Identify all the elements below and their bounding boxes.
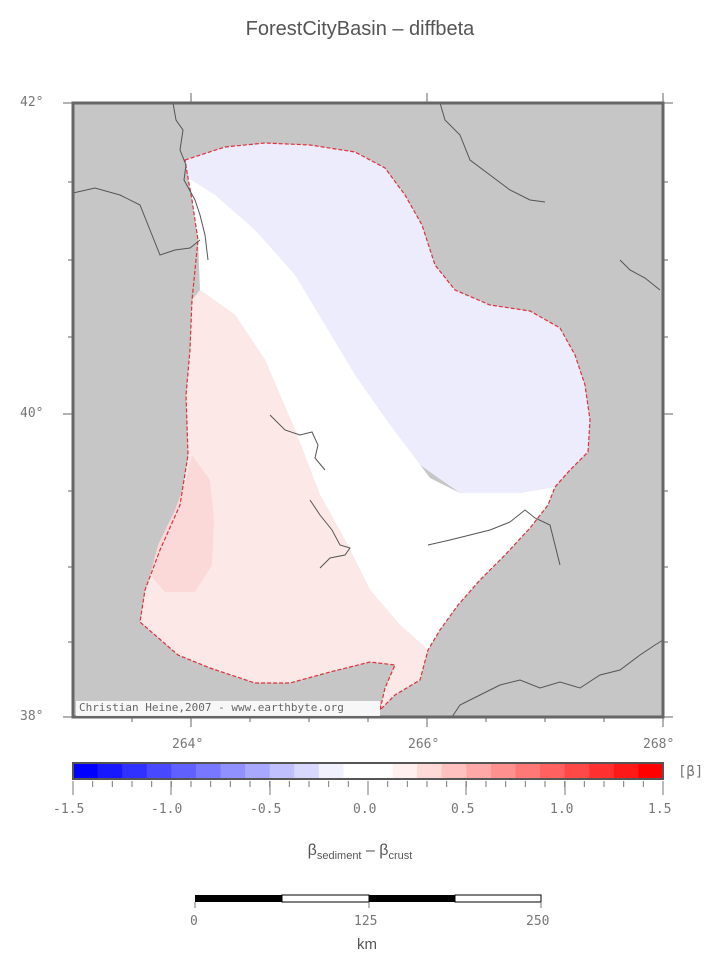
colorbar-swatch <box>368 763 394 779</box>
river-lines <box>72 102 664 718</box>
colorbar-label-sub1: sediment <box>316 850 362 863</box>
colorbar-swatch <box>589 763 615 779</box>
basin-outline <box>139 142 591 712</box>
basin-blue-zone <box>185 143 590 493</box>
colorbar-swatches <box>73 763 664 779</box>
scale-tick-250: 250 <box>526 914 550 929</box>
colorbar-swatch <box>466 763 492 779</box>
scale-tick-125: 125 <box>354 914 378 929</box>
river-central-2 <box>309 499 351 569</box>
river-south <box>451 639 664 718</box>
scale-bar-seg-2 <box>281 894 370 903</box>
colorbar-frame <box>72 762 664 780</box>
scale-bar-seg-1 <box>195 895 282 902</box>
credit-box <box>76 701 380 716</box>
lat-label-40: 40° <box>20 406 44 421</box>
colorbar-swatch <box>638 763 664 779</box>
cbar-tick-4: 0.0 <box>353 802 377 817</box>
scale-tick-0: 0 <box>190 914 198 929</box>
colorbar-swatch <box>515 763 541 779</box>
river-central-1 <box>269 414 326 471</box>
lon-label-264: 264° <box>172 737 204 752</box>
lat-ticks <box>63 102 673 718</box>
scale-bar-seg-4 <box>454 894 542 903</box>
river-east <box>619 259 661 291</box>
colorbar-swatch <box>245 763 271 779</box>
colorbar-swatch <box>97 763 123 779</box>
colorbar-minor-ticks <box>72 781 664 787</box>
cbar-tick-7: 1.5 <box>648 802 672 817</box>
colorbar-axis-label: βsediment – βcrust <box>0 842 720 862</box>
basin-white-zone <box>188 178 555 650</box>
credit-text: Christian Heine,2007 - www.earthbyte.org <box>79 701 344 714</box>
lon-label-268: 268° <box>643 737 675 752</box>
colorbar-swatch <box>171 763 197 779</box>
colorbar-label-sub2: crust <box>388 850 413 863</box>
lat-label-42: 42° <box>20 95 44 110</box>
cbar-tick-1: -1.5 <box>53 802 85 817</box>
river-northeast <box>439 102 546 203</box>
scale-unit: km <box>357 936 377 953</box>
colorbar-swatch <box>540 763 566 779</box>
colorbar-label-minus: – β <box>361 842 389 859</box>
colorbar-swatch <box>73 763 99 779</box>
colorbar-swatch <box>392 763 418 779</box>
river-northwest <box>172 102 209 261</box>
colorbar-swatch <box>564 763 590 779</box>
lat-label-38: 38° <box>20 709 44 724</box>
colorbar-swatch <box>417 763 443 779</box>
basin-pink-zone <box>140 290 428 710</box>
colorbar-swatch <box>122 763 148 779</box>
colorbar-swatch <box>490 763 516 779</box>
colorbar-swatch <box>269 763 295 779</box>
scale-bar <box>194 894 542 908</box>
colorbar-swatch <box>343 763 369 779</box>
cbar-tick-3: -0.5 <box>250 802 282 817</box>
colorbar-swatch <box>441 763 467 779</box>
cbar-tick-2: -1.0 <box>151 802 183 817</box>
colorbar-swatch <box>195 763 221 779</box>
map-title: ForestCityBasin – diffbeta <box>245 18 475 40</box>
cbar-tick-6: 1.0 <box>550 802 574 817</box>
colorbar-swatch <box>146 763 172 779</box>
colorbar-swatch <box>613 763 639 779</box>
colorbar-label-main: β <box>307 842 317 859</box>
lon-label-266: 266° <box>408 737 440 752</box>
river-west <box>72 187 201 256</box>
scale-bar-seg-3 <box>369 895 455 902</box>
colorbar-swatch <box>220 763 246 779</box>
basin-pink-deep-patch <box>150 455 214 592</box>
colorbar-unit: [β] <box>678 764 704 780</box>
colorbar-swatch <box>318 763 344 779</box>
lon-ticks <box>131 93 664 727</box>
colorbar-swatch <box>294 763 320 779</box>
cbar-tick-5: 0.5 <box>451 802 475 817</box>
river-southeast <box>427 509 561 566</box>
